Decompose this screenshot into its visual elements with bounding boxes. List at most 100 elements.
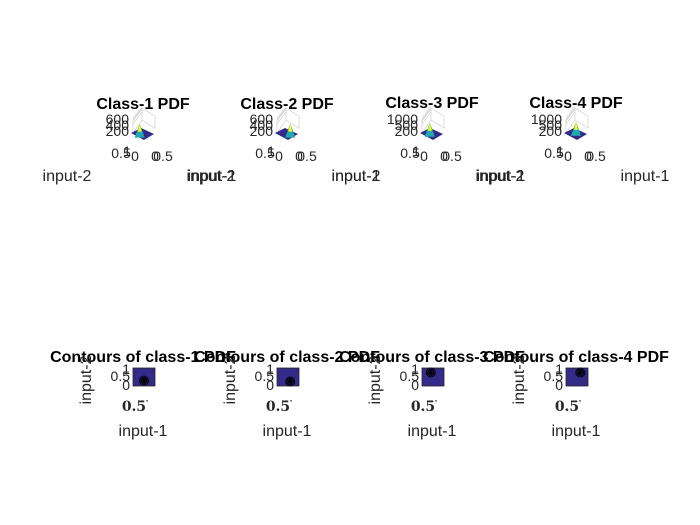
contour-ring	[429, 370, 433, 375]
x-tick-label: 0	[584, 148, 592, 164]
x-axis-label: input-1	[119, 423, 168, 440]
grid-line	[565, 108, 576, 122]
x-axis-label: input-1	[188, 168, 237, 185]
z-tick-label: 200	[395, 123, 419, 139]
grid-line	[276, 111, 287, 125]
grid-line	[276, 108, 287, 122]
surface-plot	[420, 122, 443, 140]
y-tick-label: 1	[266, 361, 274, 377]
x-tick-label: 0.5	[266, 399, 290, 415]
y-tick-label: 1	[267, 143, 275, 159]
y-tick-label: 0.5	[111, 368, 131, 384]
contour-ring	[285, 376, 296, 387]
z-tick-label: 200	[539, 123, 563, 139]
contour-ring	[427, 368, 435, 377]
surface-floor	[275, 128, 298, 140]
y-tick-label: 0.5	[544, 368, 564, 384]
z-tick-label: 200	[250, 123, 274, 139]
z-tick-label: 1000	[387, 111, 418, 127]
contour-lines	[139, 375, 149, 386]
y-tick-label: 0.5	[544, 145, 564, 161]
chart-title: Contours of class-4 PDF	[483, 349, 669, 366]
y-tick-label: 0	[122, 377, 130, 393]
contour-ring	[576, 368, 584, 377]
axes-box	[132, 105, 156, 134]
contour-ring	[577, 369, 583, 376]
surface-peak-top	[427, 122, 432, 131]
y-axis-label: input-2	[476, 168, 525, 185]
y-axis-label: input-2	[367, 355, 384, 404]
x-tick-mark: ″	[435, 400, 438, 407]
contour-ring	[575, 367, 586, 378]
y-axis-label: input-2	[332, 168, 381, 185]
contour-peak	[143, 379, 145, 382]
contour-ring	[139, 375, 149, 386]
y-tick-label: 0.5	[111, 145, 131, 161]
x-tick-label: 0.5	[555, 399, 579, 415]
chart-title: Contours of class-1 PDF	[50, 349, 236, 366]
axes-box	[565, 105, 589, 134]
grid-line	[132, 108, 143, 122]
y-axis-label: input-2	[222, 355, 239, 404]
x-tick-label: 0.5	[153, 148, 173, 164]
chart-title: Class-3 PDF	[385, 95, 479, 112]
surface-peak-top	[574, 121, 578, 130]
y-tick-label: 1	[555, 361, 563, 377]
y-axis-label: input-2	[511, 355, 528, 404]
z-tick-label: 500	[539, 117, 563, 133]
surface-plot	[275, 123, 298, 140]
x-axis-label: input-1	[408, 423, 457, 440]
y-tick-label: 0	[131, 148, 139, 164]
grid-line	[276, 105, 287, 119]
contour-ring	[578, 370, 582, 375]
x-tick-mark: ″	[290, 400, 293, 407]
z-tick-label: 500	[395, 117, 419, 133]
axes-box	[276, 105, 300, 134]
y-tick-label: 0	[555, 377, 563, 393]
grid-line	[421, 105, 432, 119]
chart-title: Contours of class-2 PDF	[194, 349, 380, 366]
contour-lines	[425, 367, 436, 378]
grid-line	[421, 108, 432, 122]
y-tick-label: 1	[122, 361, 130, 377]
x-axis-label: input-1	[477, 168, 526, 185]
contour-ring	[286, 377, 294, 386]
surface-plot	[131, 123, 154, 140]
y-tick-label: 0	[411, 377, 419, 393]
x-tick-label: 0	[151, 148, 159, 164]
y-tick-label: 1	[123, 143, 131, 159]
surface-plot	[564, 121, 587, 140]
z-tick-label: 400	[250, 117, 274, 133]
chart-title: Class-2 PDF	[240, 96, 334, 113]
surface-peak-top	[288, 123, 293, 132]
x-tick-mark: ″	[146, 400, 149, 407]
y-tick-label: 0	[420, 148, 428, 164]
axes-box	[421, 105, 445, 134]
contour-peak	[579, 371, 582, 374]
grid-line	[132, 105, 143, 119]
y-tick-label: 1	[556, 143, 564, 159]
surface-peak-top	[137, 123, 142, 132]
x-tick-label: 0.5	[442, 148, 462, 164]
contour-ring	[288, 379, 292, 384]
y-tick-label: 0	[275, 148, 283, 164]
contour-ring	[425, 367, 436, 378]
z-tick-label: 600	[250, 111, 274, 127]
z-tick-label: 400	[106, 117, 130, 133]
contour-lines	[575, 367, 586, 378]
x-tick-label: 0	[440, 148, 448, 164]
grid-line	[132, 111, 143, 125]
contour-lines	[285, 376, 296, 387]
z-tick-label: 600	[106, 111, 130, 127]
x-axis-label: input-1	[621, 168, 670, 185]
contour-ring	[428, 369, 434, 376]
contour-ring	[142, 379, 146, 383]
chart-title: Class-1 PDF	[96, 96, 190, 113]
